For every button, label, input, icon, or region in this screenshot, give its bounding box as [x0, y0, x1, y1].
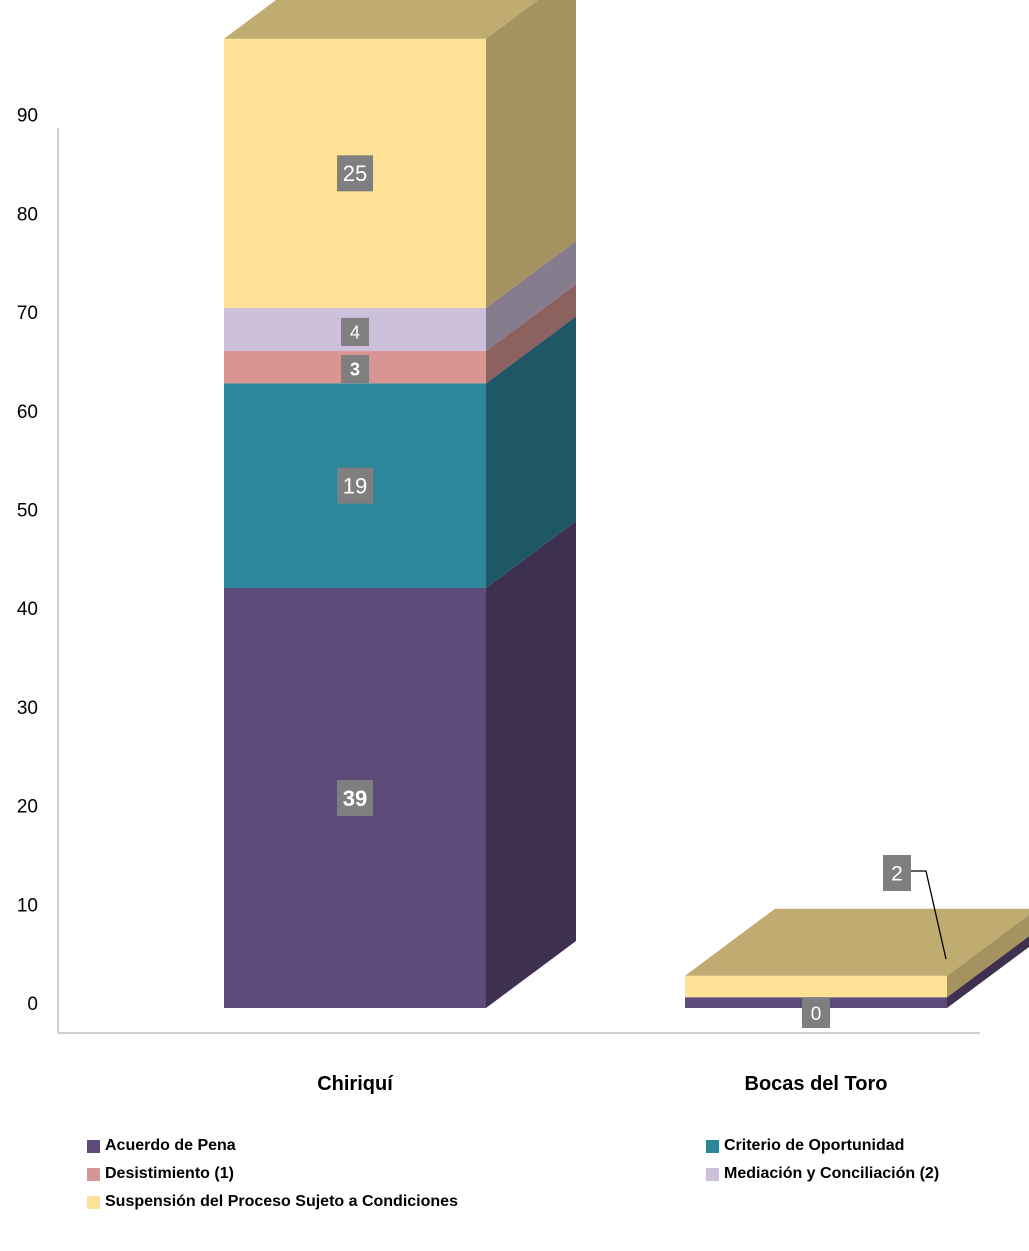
- y-tick-label: 40: [17, 599, 38, 620]
- data-label: 39: [343, 786, 367, 811]
- data-label-box: [341, 355, 369, 384]
- data-label: 19: [343, 474, 367, 499]
- data-label-box: [883, 855, 911, 891]
- bar-side-face: [486, 316, 576, 588]
- y-tick-label: 60: [17, 402, 38, 423]
- bar-side-face: [486, 0, 576, 308]
- y-tick-label: 70: [17, 303, 38, 324]
- data-label: 2: [891, 863, 903, 886]
- data-label-box: [337, 467, 373, 504]
- y-tick-label: 30: [17, 698, 38, 719]
- y-tick-label: 80: [17, 204, 38, 225]
- data-label: 4: [350, 322, 360, 342]
- bar-side-face: [486, 284, 576, 384]
- category-labels: Chiriquí Bocas del Toro: [317, 1073, 887, 1095]
- y-tick-label: 50: [17, 501, 38, 522]
- y-tick-label: 90: [17, 106, 38, 127]
- data-label-box: [337, 779, 373, 816]
- bar-top-face: [224, 0, 538, 39]
- bar-segment: [685, 975, 947, 998]
- y-tick-label: 10: [17, 895, 38, 916]
- y-tick-label: 0: [27, 994, 38, 1015]
- x-category-label: Bocas del Toro: [745, 1073, 888, 1095]
- data-label: 3: [350, 360, 360, 380]
- bar-side-face: [947, 936, 1029, 1008]
- data-label: 0: [811, 1004, 822, 1025]
- bar-side-face: [947, 914, 1029, 998]
- y-tick-label: 20: [17, 797, 38, 818]
- data-label-box: [802, 998, 830, 1028]
- bar-side-face: [486, 240, 576, 352]
- data-label-box: [341, 317, 369, 346]
- data-label-leader-line: [911, 870, 947, 960]
- bar-side-face: [486, 520, 576, 1008]
- bar-top-face: [685, 908, 1029, 976]
- x-category-label: Chiriquí: [317, 1073, 394, 1095]
- data-label-box: [337, 155, 373, 192]
- data-label: 25: [343, 161, 367, 186]
- data-labels: 39 19 3 4 25 0 2: [337, 155, 947, 1028]
